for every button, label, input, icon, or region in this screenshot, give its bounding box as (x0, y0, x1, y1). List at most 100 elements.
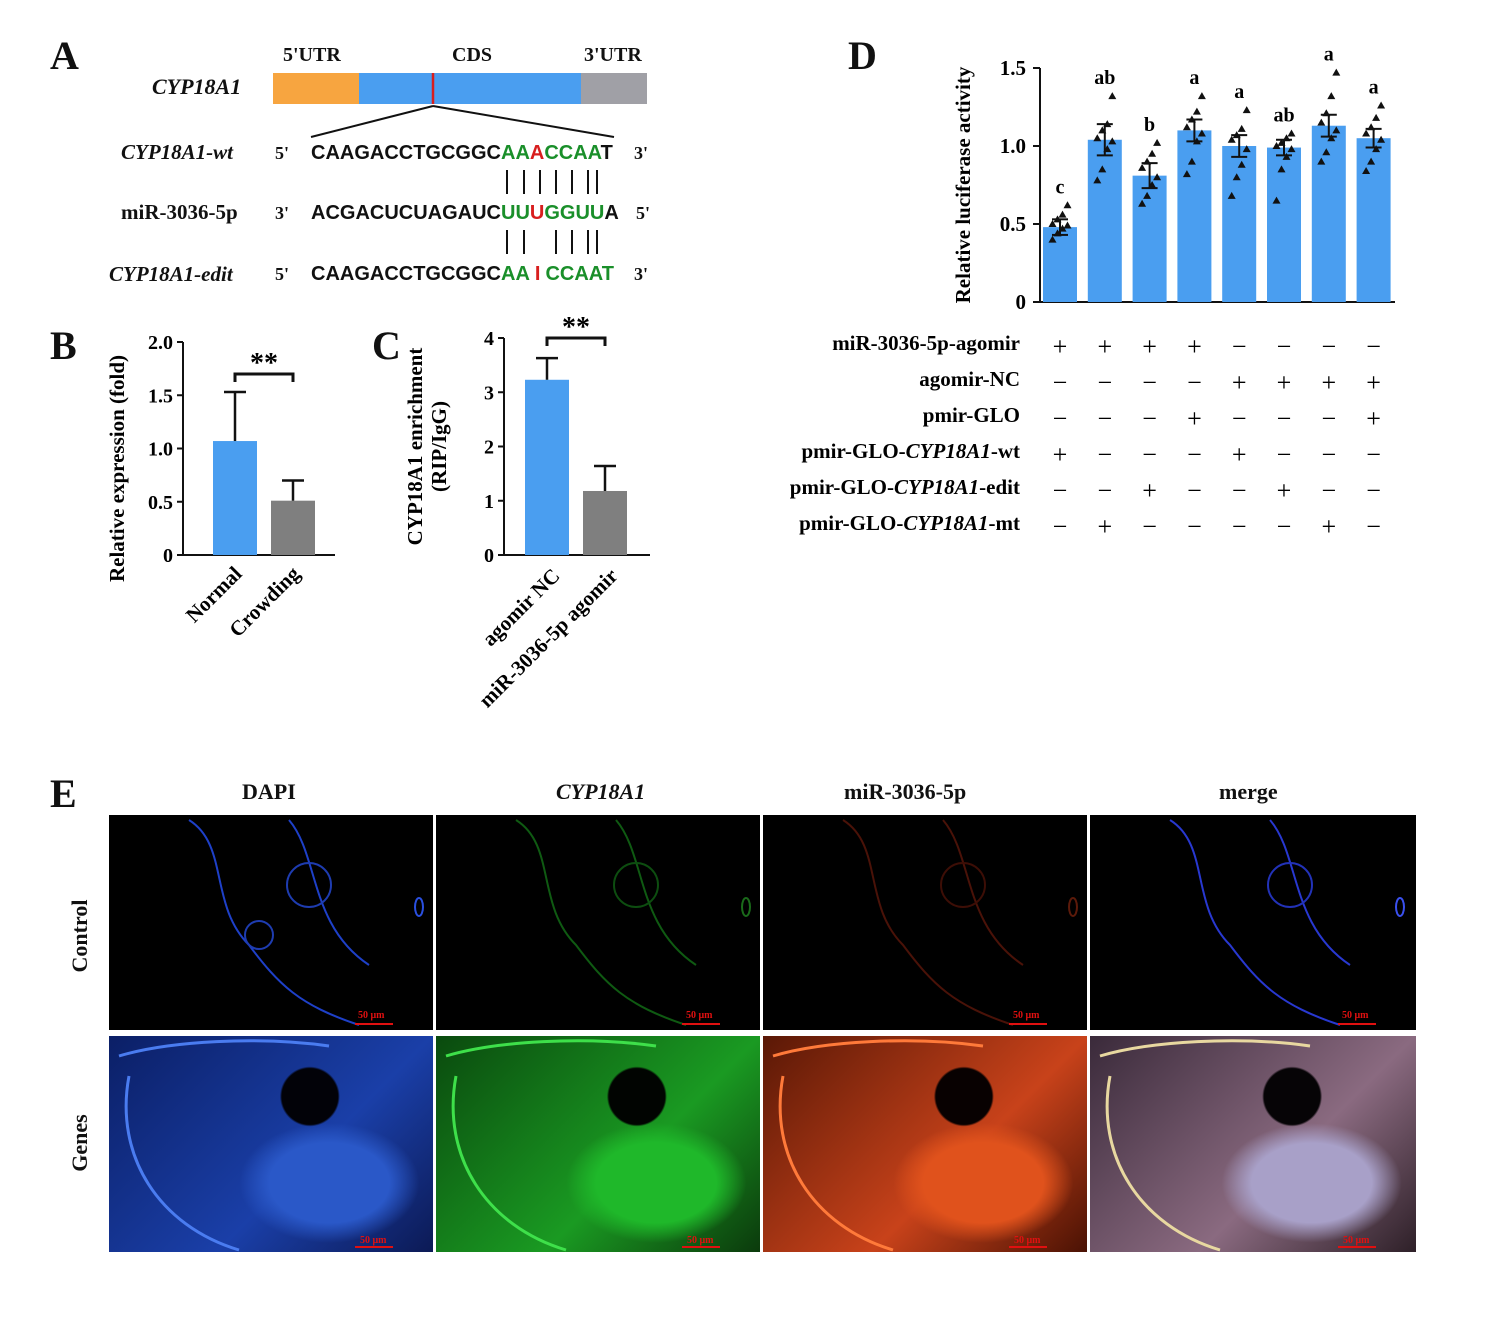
data-point (1148, 149, 1157, 157)
data-point (1187, 157, 1196, 165)
seq-wt-part: A (529, 142, 545, 164)
image-tile-control-cyp18a1 (436, 815, 760, 1030)
scale-bar-label: 50 μm (1013, 1010, 1040, 1021)
data-point (1103, 120, 1112, 128)
treatment-sign: − (1232, 332, 1247, 361)
data-point (1048, 235, 1057, 243)
treatment-sign: − (1366, 440, 1381, 469)
treatment-sign: + (1097, 332, 1112, 361)
column-label-mir: miR-3036-5p (844, 779, 967, 804)
bar (1222, 146, 1257, 302)
y-axis-label: Relative expression (fold) (105, 355, 129, 582)
seq-end-right-wt: 3' (634, 143, 649, 163)
seq-edit-part: CCAAT (545, 263, 614, 285)
data-point (1287, 129, 1296, 137)
treatment-label: pmir-GLO-CYP18A1-edit (790, 475, 1020, 499)
seq-edit-prefix: CAAGACCTGCGGC (311, 263, 501, 285)
seq-mir: ACGACUCUAGAUCUUUGGUUA (311, 202, 619, 225)
significance-letter: c (1056, 176, 1065, 198)
data-point (1367, 123, 1376, 131)
data-point (1053, 215, 1062, 223)
y-tick-label: 0 (484, 545, 494, 567)
data-point (1197, 92, 1206, 100)
scale-bar-label: 50 μm (358, 1010, 385, 1021)
image-tile-genes-merge (1090, 1036, 1416, 1252)
bar (1043, 227, 1077, 302)
seq-end-left-edit: 5' (275, 264, 290, 284)
data-point (1192, 137, 1201, 145)
seq-mir-part: A (604, 202, 619, 224)
data-point (1058, 210, 1067, 218)
data-point (1332, 126, 1341, 134)
scale-bar (1338, 1246, 1376, 1248)
treatment-sign: − (1277, 332, 1292, 361)
data-point (1242, 145, 1251, 153)
chart-d: 0 0.5 1.0 1.5 Relative luciferase activity c a… (790, 44, 1395, 541)
y-tick-label: 1.0 (148, 439, 173, 461)
data-point (1227, 135, 1236, 143)
treatment-sign: + (1053, 440, 1068, 469)
significance-bracket (233, 372, 295, 382)
treatment-sign: − (1187, 440, 1202, 469)
significance-letter: a (1234, 81, 1244, 103)
scale-bar-label: 50 μm (686, 1010, 713, 1021)
treatment-sign: − (1366, 512, 1381, 541)
treatment-sign: − (1232, 512, 1247, 541)
data-point (1277, 165, 1286, 173)
scale-bar-label: 50 μm (360, 1235, 387, 1246)
scale-bar-label: 50 μm (1342, 1010, 1369, 1021)
panel-label-d: D (848, 33, 877, 78)
data-point (1197, 129, 1206, 137)
scale-bar (355, 1023, 393, 1025)
y-tick-label: 0 (1016, 290, 1027, 314)
treatment-sign: − (1097, 404, 1112, 433)
panel-label-e: E (50, 771, 77, 816)
scale-bar (355, 1246, 393, 1248)
treatment-sign: + (1142, 332, 1157, 361)
significance-letter: b (1144, 114, 1155, 136)
data-point (1322, 109, 1331, 117)
treatment-sign: − (1053, 404, 1068, 433)
column-label-dapi: DAPI (242, 779, 296, 804)
data-point (1372, 145, 1381, 153)
treatment-sign: − (1277, 404, 1292, 433)
data-point (1362, 166, 1371, 174)
treatment-sign: − (1142, 368, 1157, 397)
data-point (1192, 107, 1201, 115)
data-point (1377, 135, 1386, 143)
seq-edit-part: AA (501, 263, 530, 285)
gene-name: CYP18A1 (152, 74, 242, 99)
seq-row-label-mir: miR-3036-5p (121, 200, 238, 224)
seq-wt-part: CCAA (544, 142, 601, 164)
treatment-sign: + (1277, 368, 1292, 397)
column-label-cyp18a1: CYP18A1 (556, 779, 646, 804)
data-point (1272, 196, 1281, 204)
y-tick-label: 1.0 (1000, 134, 1026, 158)
tissue-outline (772, 1039, 984, 1252)
significance-letter: a (1189, 67, 1199, 89)
seq-edit-part: I (534, 263, 541, 285)
data-point (1148, 181, 1157, 188)
data-point (1317, 118, 1326, 126)
seq-end-left-wt: 5' (275, 143, 290, 163)
treatment-sign: + (1366, 368, 1381, 397)
y-tick-label: 2.0 (148, 332, 173, 354)
bar (1177, 130, 1212, 302)
row-label-genes: Genes (67, 1114, 92, 1172)
treatment-sign: − (1053, 368, 1068, 397)
treatment-label: pmir-GLO (923, 403, 1020, 427)
data-point (1232, 173, 1241, 181)
data-point (1282, 134, 1291, 142)
data-point (1237, 160, 1246, 168)
data-point (1367, 157, 1376, 165)
image-tile-control-merge (1090, 815, 1416, 1030)
treatment-sign: − (1321, 440, 1336, 469)
data-point (1103, 145, 1112, 153)
data-point (1093, 134, 1102, 142)
treatment-sign: − (1187, 512, 1202, 541)
scale-bar (682, 1023, 720, 1025)
tissue-outline (1099, 1039, 1311, 1252)
data-point (1058, 224, 1067, 232)
treatment-sign: − (1142, 440, 1157, 469)
seq-row-label-edit: CYP18A1-edit (109, 262, 233, 286)
